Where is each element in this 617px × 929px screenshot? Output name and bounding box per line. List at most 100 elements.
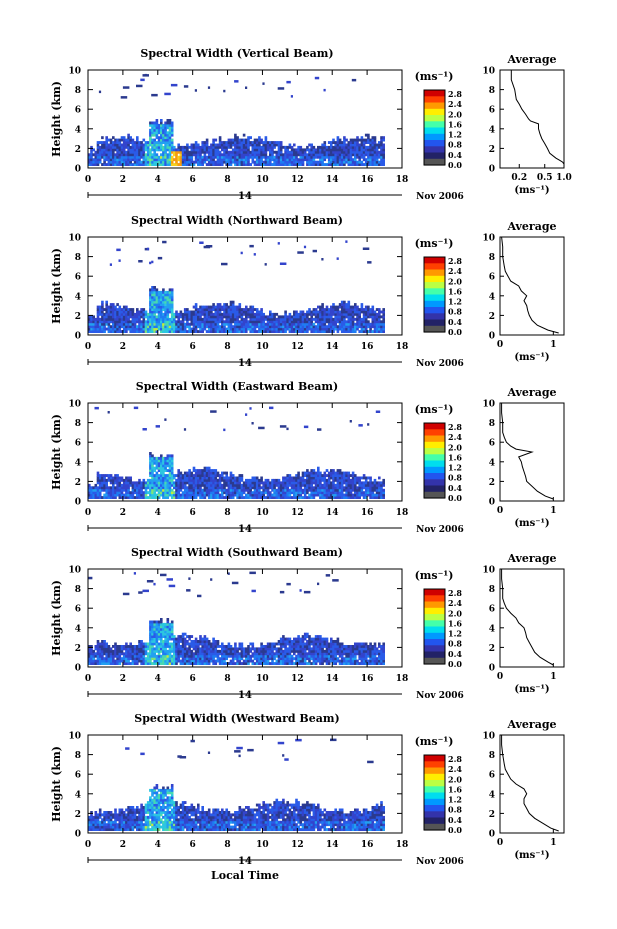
- heatmap-cell: [166, 464, 170, 468]
- heatmap-cell: [157, 483, 161, 487]
- heatmap-cell: [157, 461, 161, 465]
- heatmap-cell: [223, 322, 226, 326]
- heatmap-cell: [179, 478, 183, 482]
- heatmap-cell: [282, 488, 285, 492]
- heatmap-cell: [138, 327, 141, 331]
- heatmap-cell: [356, 327, 359, 331]
- heatmap-cell: [205, 491, 209, 495]
- heatmap-cell: [260, 476, 263, 480]
- heatmap-cell: [282, 153, 285, 157]
- heatmap-cell: [314, 148, 318, 152]
- heatmap-cell: [290, 320, 294, 324]
- heatmap-cell: [162, 491, 165, 495]
- colorbar-tick-label: 1.6: [448, 119, 462, 129]
- heatmap-cell: [127, 659, 130, 663]
- heatmap-cell: [162, 320, 165, 324]
- heatmap-cell: [240, 317, 244, 321]
- heatmap-cell: [101, 150, 104, 154]
- heatmap-cell: [162, 459, 165, 463]
- heatmap-cell: [101, 481, 104, 485]
- heatmap-cell: [247, 312, 250, 316]
- heatmap-cell: [308, 155, 311, 159]
- heatmap-cell: [101, 642, 104, 646]
- heatmap-cell: [129, 330, 132, 333]
- heatmap-cell: [249, 493, 252, 497]
- heatmap-cell: [227, 478, 231, 482]
- heatmap-cell: [92, 330, 95, 333]
- heatmap-cell: [168, 483, 172, 487]
- heatmap-cell: [327, 320, 331, 324]
- heatmap-cell: [303, 327, 307, 331]
- heatmap-cell: [190, 310, 194, 314]
- heatmap-cell: [255, 478, 259, 482]
- heatmap-cell: [218, 153, 222, 157]
- heatmap-cell: [194, 471, 198, 475]
- heatmap-cell: [173, 647, 176, 651]
- heatmap-cell: [247, 486, 250, 490]
- heatmap-cell: [160, 662, 163, 665]
- heatmap-cell: [240, 493, 244, 497]
- heatmap-cell: [327, 317, 331, 321]
- heatmap-cell: [199, 160, 202, 164]
- heatmap-cell: [162, 493, 165, 497]
- heatmap-cell: [347, 476, 351, 480]
- heatmap-cell: [157, 163, 161, 166]
- heatmap-cell: [166, 642, 170, 646]
- heatmap-cell: [273, 483, 276, 487]
- heatmap-cell: [144, 315, 148, 319]
- heatmap-cell: [336, 481, 340, 485]
- heatmap-cell: [168, 654, 172, 658]
- heatmap-cell: [290, 486, 294, 490]
- heatmap-cell: [207, 148, 211, 152]
- heatmap-cell: [354, 476, 357, 480]
- heatmap-cell: [160, 649, 163, 653]
- heatmap-cell: [323, 471, 327, 475]
- heatmap-cell: [262, 330, 265, 333]
- heatmap-cell: [290, 158, 294, 162]
- heatmap-cell: [168, 493, 172, 497]
- heatmap-cell: [216, 303, 220, 306]
- heatmap-cell: [207, 325, 211, 329]
- heatmap-cell: [212, 138, 215, 142]
- heatmap-cell: [168, 133, 172, 137]
- heatmap-cell: [378, 163, 381, 166]
- heatmap-cell: [138, 486, 141, 490]
- heatmap-cell: [181, 659, 185, 663]
- heatmap-cell: [92, 322, 95, 326]
- heatmap-cell: [336, 310, 340, 314]
- heatmap-cell: [122, 160, 126, 164]
- heatmap-cell: [155, 315, 159, 319]
- heatmap-cell: [181, 158, 185, 162]
- heatmap-cell: [373, 310, 377, 314]
- heatmap-cell: [269, 315, 272, 319]
- heatmap-cell: [112, 317, 115, 321]
- heatmap-cell: [186, 330, 189, 333]
- heatmap-cell: [112, 163, 115, 166]
- heatmap-cell: [312, 322, 316, 326]
- heatmap-cell: [229, 145, 233, 149]
- heatmap-cell: [358, 312, 361, 316]
- heatmap-cell: [373, 312, 377, 316]
- heatmap-cell: [277, 242, 280, 245]
- heatmap-cell: [122, 86, 130, 89]
- heatmap-cell: [105, 305, 108, 309]
- heatmap-cell: [170, 305, 174, 309]
- heatmap-cell: [149, 133, 152, 137]
- heatmap-cell: [168, 481, 172, 485]
- heatmap-cell: [295, 496, 298, 499]
- average-x-tick-label: 0.5: [537, 173, 553, 183]
- heatmap-cell: [179, 635, 183, 638]
- heatmap-cell: [205, 486, 209, 490]
- heatmap-cell: [275, 320, 279, 324]
- heatmap-cell: [378, 491, 381, 495]
- heatmap-cell: [109, 141, 113, 144]
- heatmap-cell: [227, 305, 231, 309]
- heatmap-cell: [98, 476, 102, 480]
- heatmap-cell: [125, 163, 128, 166]
- heatmap-cell: [157, 145, 161, 149]
- heatmap-cell: [107, 488, 111, 492]
- heatmap-cell: [282, 145, 285, 149]
- heatmap-cell: [367, 133, 370, 137]
- heatmap-cell: [103, 640, 106, 643]
- heatmap-cell: [88, 317, 91, 321]
